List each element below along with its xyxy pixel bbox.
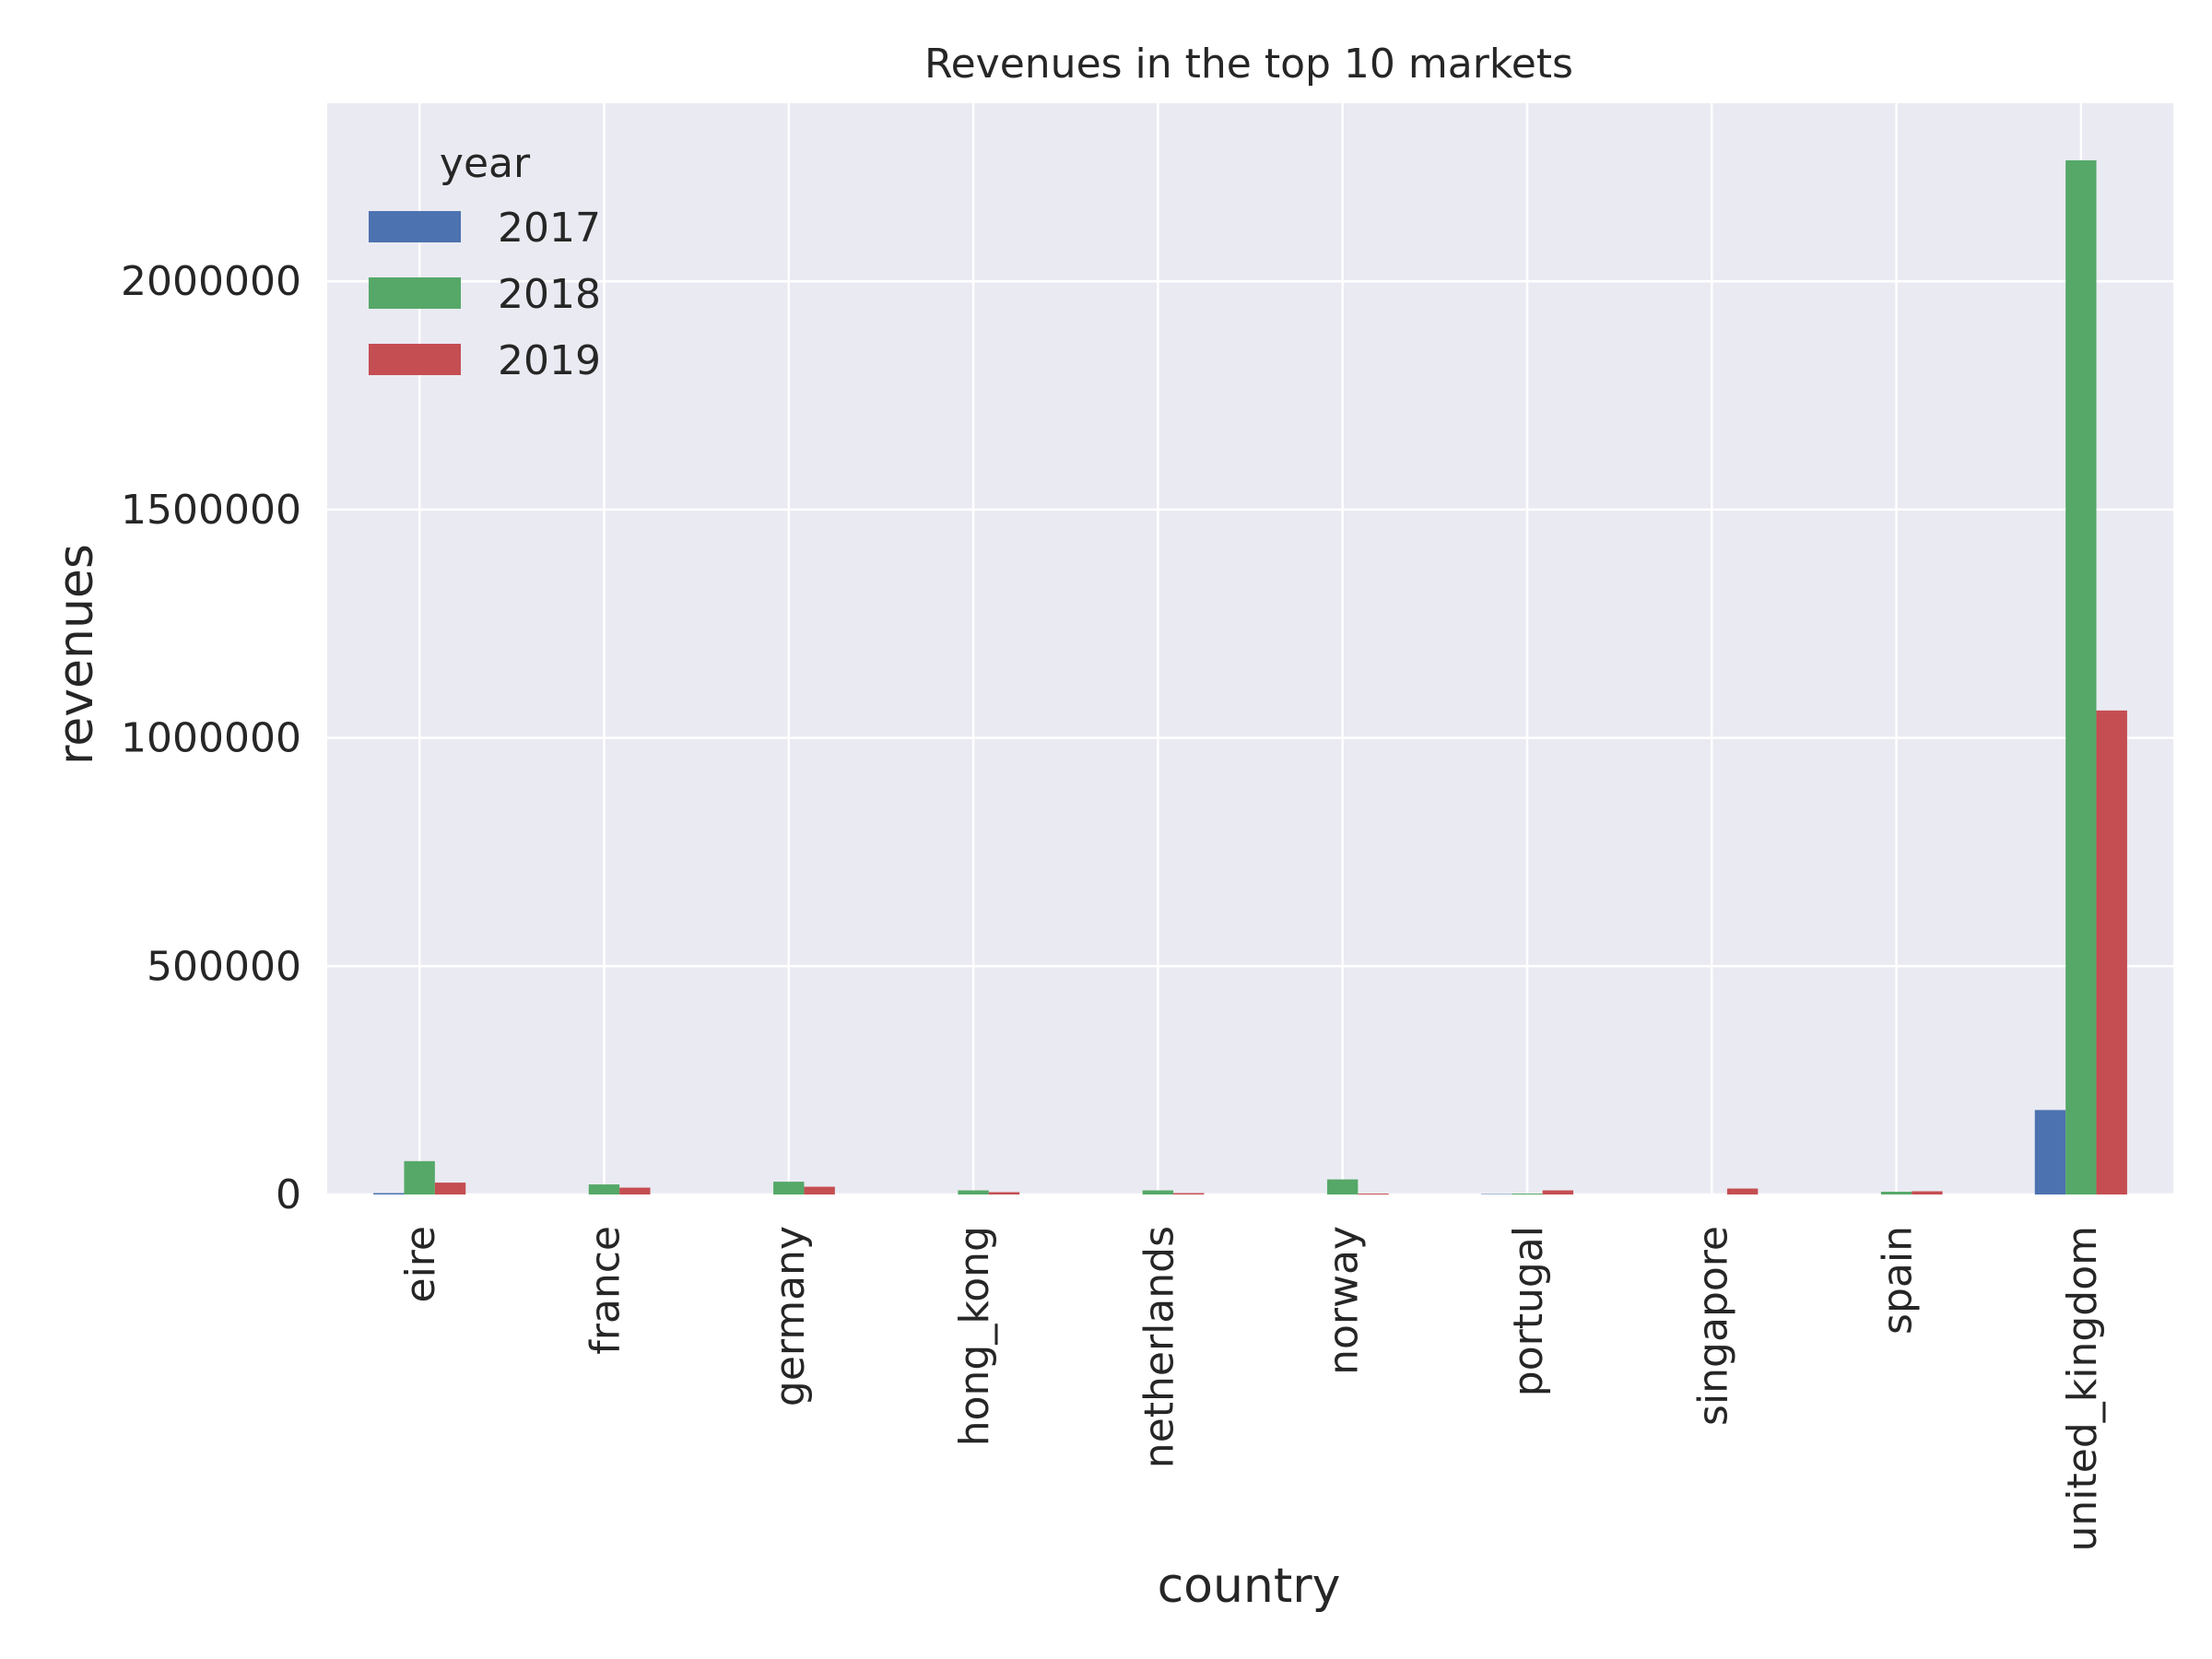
- x-tick-label: france: [582, 1226, 629, 1355]
- bar-2019-germany: [804, 1186, 835, 1194]
- y-axis-label: revenues: [49, 544, 104, 765]
- legend-label-2017: 2017: [498, 205, 601, 252]
- plot-background: [327, 103, 2173, 1194]
- bars: [373, 159, 2127, 1194]
- y-tick-label: 1500000: [121, 487, 301, 534]
- bar-2018-united_kingdom: [2065, 159, 2097, 1194]
- bar-2018-spain: [1880, 1192, 1912, 1194]
- y-tick-label: 500000: [147, 943, 301, 990]
- x-tick-label: eire: [397, 1226, 444, 1303]
- bar-2018-france: [588, 1184, 620, 1194]
- legend-title: year: [440, 140, 531, 187]
- y-tick-label: 1000000: [121, 715, 301, 762]
- bar-2019-hong_kong: [988, 1192, 1020, 1194]
- bar-2017-united_kingdom: [2034, 1110, 2066, 1194]
- x-tick-label: spain: [1875, 1226, 1922, 1335]
- bar-2018-germany: [773, 1182, 805, 1194]
- y-tick-label: 0: [276, 1171, 301, 1218]
- chart-title: Revenues in the top 10 markets: [924, 41, 1573, 88]
- legend: year 2017 2018 2019: [369, 140, 601, 384]
- legend-label-2019: 2019: [498, 337, 601, 384]
- x-tick-label: norway: [1321, 1226, 1368, 1375]
- bar-2019-eire: [434, 1182, 466, 1194]
- bar-2018-netherlands: [1142, 1190, 1174, 1194]
- bar-2018-hong_kong: [958, 1190, 989, 1194]
- x-tick-label: hong_kong: [951, 1226, 998, 1446]
- y-axis-ticks: 0 500000 1000000 1500000 2000000: [121, 258, 301, 1218]
- legend-swatch-2017: [369, 211, 461, 242]
- bar-2018-norway: [1326, 1179, 1359, 1194]
- x-tick-label: united_kingdom: [2059, 1226, 2106, 1551]
- y-tick-label: 2000000: [121, 258, 301, 305]
- bar-2018-eire: [404, 1160, 435, 1194]
- x-tick-label: netherlands: [1135, 1226, 1182, 1468]
- bar-2019-portugal: [1542, 1190, 1574, 1194]
- bar-2019-united_kingdom: [2096, 710, 2127, 1194]
- legend-swatch-2019: [369, 344, 461, 375]
- bar-2019-singapore: [1726, 1188, 1759, 1194]
- bar-2019-france: [619, 1187, 651, 1194]
- bar-2019-spain: [1912, 1191, 1943, 1194]
- legend-swatch-2018: [369, 277, 461, 309]
- x-tick-label: portugal: [1505, 1226, 1552, 1396]
- legend-label-2018: 2018: [498, 271, 601, 318]
- x-axis-label: country: [1158, 1559, 1341, 1614]
- x-tick-label: germany: [767, 1226, 814, 1406]
- x-tick-label: singapore: [1689, 1226, 1736, 1426]
- x-axis-ticks: eire france germany hong_kong netherlands nor…: [397, 1226, 2106, 1551]
